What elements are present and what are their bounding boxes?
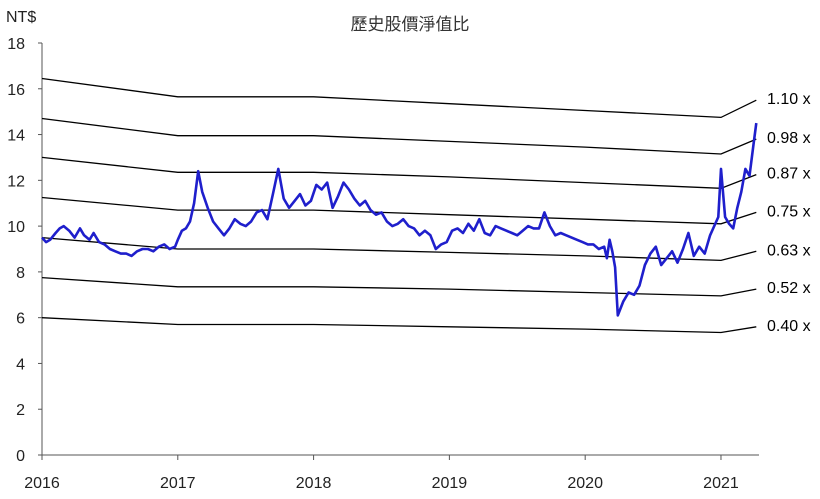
x-tick-label: 2019 [432,475,468,492]
y-tick-label: 16 [7,82,25,99]
x-tick-label: 2017 [160,475,196,492]
band-line-052 [41,276,757,297]
x-tick-label: 2018 [296,475,332,492]
band-label: 0.87 x [767,166,811,183]
band-label: 0.98 x [767,130,811,147]
y-tick-label: 4 [16,356,25,373]
band-labels: 1.10 x 0.98 x 0.87 x 0.75 x 0.63 x 0.52 x 0.40… [767,91,811,335]
price-line [41,122,758,317]
y-tick-label: 0 [16,448,25,465]
price-series [41,122,758,317]
y-tick-label: 12 [7,173,25,190]
y-tick-label: 8 [16,265,25,282]
band-line-040 [41,317,757,334]
band-line-098 [41,117,757,155]
band-line-087 [41,156,757,189]
pbr-bands [41,77,757,334]
x-tick-label: 2016 [24,475,60,492]
band-line-063 [41,236,757,262]
band-line-075 [41,196,757,225]
band-label: 0.75 x [767,203,811,220]
band-label: 0.40 x [767,318,811,335]
band-label: 1.10 x [767,91,811,108]
y-tick-label: 14 [7,128,25,145]
axes: 0 2 4 6 8 10 12 14 16 18 2016 2017 2018 2019 2020 2021 [7,36,759,492]
band-label: 0.52 x [767,280,811,297]
chart-title: 歷史股價淨值比 [351,15,470,35]
band-label: 0.63 x [767,242,811,259]
y-axis-unit: NT$ [6,9,36,26]
y-tick-label: 2 [16,402,25,419]
y-tick-label: 18 [7,36,25,53]
y-tick-label: 10 [7,219,25,236]
x-tick-label: 2021 [703,475,739,492]
y-tick-label: 6 [16,311,25,328]
x-tick-label: 2020 [567,475,603,492]
band-line-110 [41,77,757,119]
